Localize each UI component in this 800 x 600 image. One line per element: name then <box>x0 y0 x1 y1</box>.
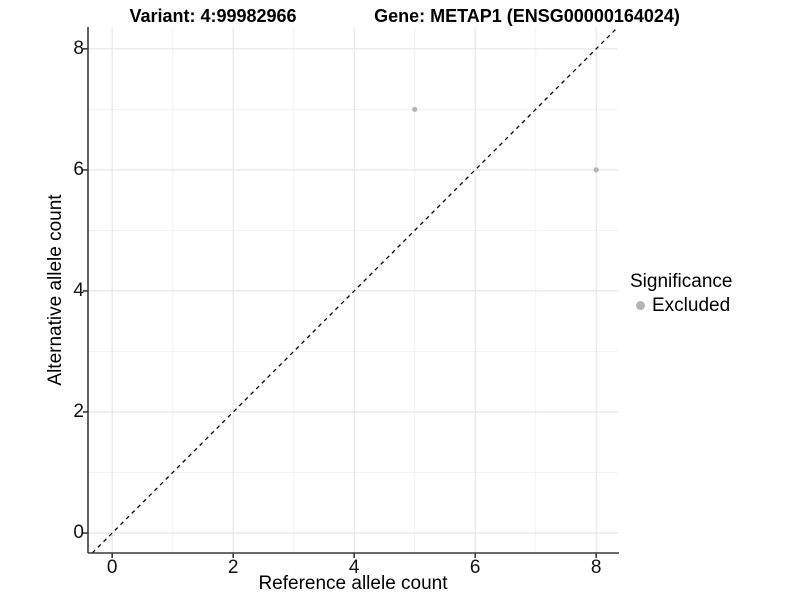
legend: Significance Excluded <box>630 270 732 317</box>
x-axis-label: Reference allele count <box>258 573 448 594</box>
plot-title-variant: Variant: 4:99982966 <box>129 6 297 26</box>
y-tick-label: 6 <box>73 158 84 180</box>
y-tick-label: 2 <box>73 400 84 422</box>
legend-item-excluded: Excluded <box>630 294 732 317</box>
y-tick-label: 8 <box>73 37 84 59</box>
y-tick-label: 0 <box>73 522 84 544</box>
x-tick-label: 2 <box>227 557 239 578</box>
y-tick-label: 4 <box>73 279 84 301</box>
x-tick-label: 8 <box>590 557 602 578</box>
legend-title: Significance <box>630 271 733 292</box>
x-tick-label: 4 <box>348 557 360 578</box>
legend-item-label: Excluded <box>652 295 731 316</box>
x-tick-label: 6 <box>469 557 481 578</box>
excluded-point-icon <box>636 301 645 310</box>
plot-title-gene: Gene: METAP1 (ENSG00000164024) <box>374 6 680 26</box>
identity-dashed-line <box>91 26 619 554</box>
data-point-excluded <box>593 167 599 173</box>
x-tick-label: 0 <box>106 557 118 578</box>
y-axis-label: Alternative allele count <box>45 194 66 386</box>
data-point-excluded <box>412 106 418 112</box>
